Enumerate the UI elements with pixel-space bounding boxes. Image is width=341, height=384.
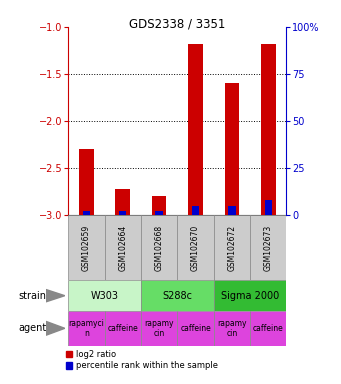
Text: caffeine: caffeine	[253, 324, 284, 333]
Text: Sigma 2000: Sigma 2000	[221, 291, 279, 301]
Bar	[105, 215, 141, 280]
Text: W303: W303	[91, 291, 119, 301]
Bar	[141, 215, 177, 280]
Bar	[250, 311, 286, 346]
Bar	[188, 44, 203, 215]
Bar	[155, 211, 163, 215]
Text: strain: strain	[19, 291, 47, 301]
Text: caffeine: caffeine	[180, 324, 211, 333]
Bar	[141, 280, 214, 311]
Text: GSM102670: GSM102670	[191, 225, 200, 271]
Bar	[116, 189, 130, 215]
Bar	[105, 311, 141, 346]
Legend: log2 ratio, percentile rank within the sample: log2 ratio, percentile rank within the s…	[65, 350, 218, 370]
Bar	[152, 196, 166, 215]
Text: GSM102668: GSM102668	[154, 225, 164, 271]
Bar	[68, 280, 141, 311]
Bar	[225, 83, 239, 215]
Bar	[250, 215, 286, 280]
Bar	[214, 215, 250, 280]
Bar	[83, 211, 90, 215]
Bar	[177, 311, 214, 346]
Polygon shape	[46, 321, 65, 335]
Bar	[265, 200, 272, 215]
Polygon shape	[46, 290, 65, 302]
Text: rapamy
cin: rapamy cin	[217, 319, 247, 338]
Text: GSM102672: GSM102672	[227, 225, 236, 271]
Bar	[119, 211, 127, 215]
Bar	[192, 206, 199, 215]
Bar	[68, 311, 105, 346]
Text: agent: agent	[19, 323, 47, 333]
Bar	[177, 215, 214, 280]
Text: S288c: S288c	[162, 291, 192, 301]
Text: GSM102659: GSM102659	[82, 225, 91, 271]
Bar	[228, 206, 236, 215]
Bar	[214, 311, 250, 346]
Text: caffeine: caffeine	[107, 324, 138, 333]
Bar	[261, 44, 276, 215]
Bar	[79, 149, 94, 215]
Text: GSM102673: GSM102673	[264, 225, 273, 271]
Bar	[214, 280, 286, 311]
Bar	[141, 311, 177, 346]
Text: rapamyci
n: rapamyci n	[69, 319, 104, 338]
Text: GSM102664: GSM102664	[118, 225, 127, 271]
Text: rapamy
cin: rapamy cin	[144, 319, 174, 338]
Bar	[68, 215, 105, 280]
Text: GDS2338 / 3351: GDS2338 / 3351	[129, 17, 225, 30]
